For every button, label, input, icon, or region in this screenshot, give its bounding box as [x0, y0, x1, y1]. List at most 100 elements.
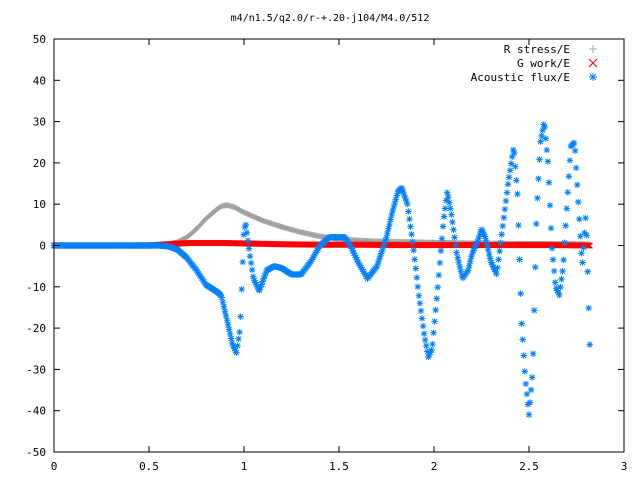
y-tick-label: 30: [33, 116, 46, 129]
data-point: [433, 295, 440, 302]
data-point: [469, 249, 476, 257]
data-point: [416, 300, 424, 307]
data-point: [554, 287, 561, 294]
data-point: [446, 199, 453, 206]
x-tick-label: 1.5: [329, 460, 349, 473]
data-point: [555, 289, 562, 296]
data-point: [582, 214, 589, 222]
data-point: [523, 390, 531, 398]
data-point: [442, 197, 450, 204]
data-point: [408, 231, 415, 238]
data-point: [493, 270, 500, 278]
data-point: [218, 294, 225, 301]
data-point: [347, 243, 354, 250]
data-point: [252, 279, 259, 286]
data-point: [419, 322, 427, 330]
data-point: [426, 351, 433, 358]
y-tick-label: -50: [26, 446, 46, 459]
data-point: [533, 220, 540, 228]
data-point: [514, 190, 521, 198]
data-point: [229, 339, 236, 347]
data-point: [485, 250, 493, 258]
data-point: [248, 266, 256, 274]
legend-marker: [589, 73, 597, 81]
data-point: [232, 347, 239, 354]
data-point: [356, 262, 364, 269]
data-point: [410, 247, 417, 254]
data-point: [548, 245, 556, 252]
data-point: [431, 318, 438, 325]
y-tick-label: -40: [26, 405, 46, 418]
data-point: [385, 225, 392, 232]
data-point: [529, 350, 537, 357]
data-point: [241, 223, 249, 231]
data-point: [251, 277, 258, 284]
data-point: [572, 164, 580, 172]
data-point: [546, 202, 554, 209]
data-point: [230, 342, 237, 350]
data-point: [256, 286, 263, 294]
x-tick-label: 1: [241, 460, 248, 473]
data-point: [486, 255, 494, 262]
data-point: [495, 256, 502, 263]
data-point: [260, 275, 267, 282]
data-point: [403, 197, 410, 205]
data-point: [565, 173, 573, 180]
data-point: [577, 233, 584, 240]
data-point: [246, 253, 254, 260]
data-point: [231, 345, 238, 352]
data-point: [381, 240, 388, 248]
data-point: [243, 229, 251, 236]
data-point: [308, 256, 316, 263]
data-point: [466, 262, 473, 270]
data-point: [468, 253, 475, 260]
data-point: [375, 256, 383, 264]
data-point: [557, 283, 564, 291]
data-point: [538, 132, 545, 140]
data-point: [515, 222, 522, 229]
data-point: [556, 291, 563, 299]
data-point: [564, 189, 571, 196]
data-point: [441, 205, 449, 212]
data-point: [445, 193, 452, 201]
data-point: [240, 231, 247, 238]
data-point: [575, 198, 582, 206]
data-point: [245, 245, 253, 252]
data-point: [481, 233, 489, 240]
legend-label: G work/E: [517, 57, 570, 70]
data-point: [494, 264, 501, 272]
data-point: [560, 256, 567, 264]
data-point: [413, 274, 420, 281]
y-tick-label: -10: [26, 281, 46, 294]
y-tick-label: 50: [33, 33, 46, 46]
data-point: [313, 247, 321, 254]
data-point: [376, 253, 384, 260]
data-point: [414, 283, 422, 290]
legend-marker: [589, 45, 597, 53]
data-point: [532, 263, 539, 271]
data-point: [399, 188, 407, 196]
data-point: [534, 194, 541, 202]
data-point: [527, 386, 535, 394]
data-point: [437, 247, 445, 254]
data-point: [258, 281, 265, 288]
data-point: [539, 127, 546, 134]
data-point: [502, 197, 510, 205]
data-point: [217, 291, 224, 298]
data-point: [550, 267, 558, 275]
data-point: [453, 249, 460, 256]
data-point: [504, 181, 512, 188]
data-point: [236, 328, 243, 336]
data-point: [424, 348, 431, 355]
y-tick-label: 10: [33, 198, 46, 211]
data-point: [233, 349, 240, 356]
data-point: [501, 206, 509, 213]
data-point: [482, 237, 490, 244]
data-point: [484, 246, 492, 253]
data-point: [242, 221, 250, 229]
data-point: [436, 259, 444, 267]
data-point: [239, 258, 246, 266]
data-point: [362, 271, 369, 279]
